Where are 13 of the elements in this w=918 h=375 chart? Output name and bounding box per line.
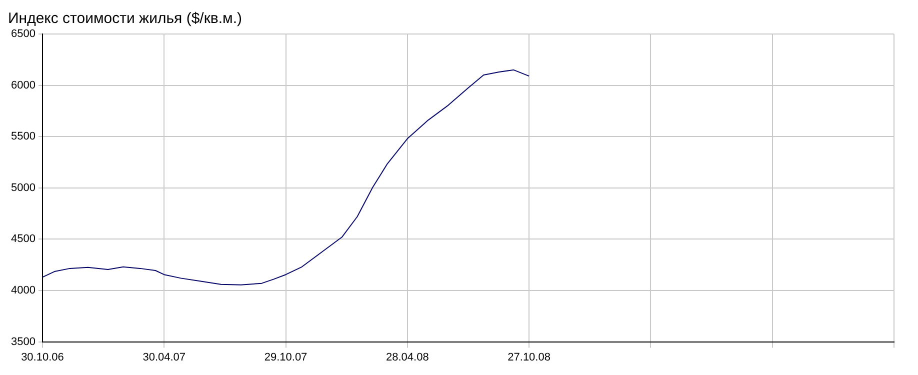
y-tick-label: 5500	[10, 130, 36, 143]
x-tick-label: 30.04.07	[142, 351, 186, 364]
x-tick-label: 28.04.08	[386, 351, 429, 364]
y-tick-label: 5000	[10, 182, 36, 194]
y-tick-label: 4500	[10, 233, 36, 246]
y-tick-label: 4000	[10, 284, 36, 297]
x-tick-label: 30.10.06	[21, 351, 64, 364]
x-tick-label: 29.10.07	[264, 351, 308, 364]
y-tick-label: 6500	[10, 28, 36, 40]
chart-title: Индекс стоимости жилья ($/кв.м.)	[8, 10, 242, 28]
x-tick-label: 27.10.08	[508, 351, 550, 364]
y-tick-label: 3500	[10, 336, 36, 348]
y-tick-label: 6000	[10, 79, 36, 92]
